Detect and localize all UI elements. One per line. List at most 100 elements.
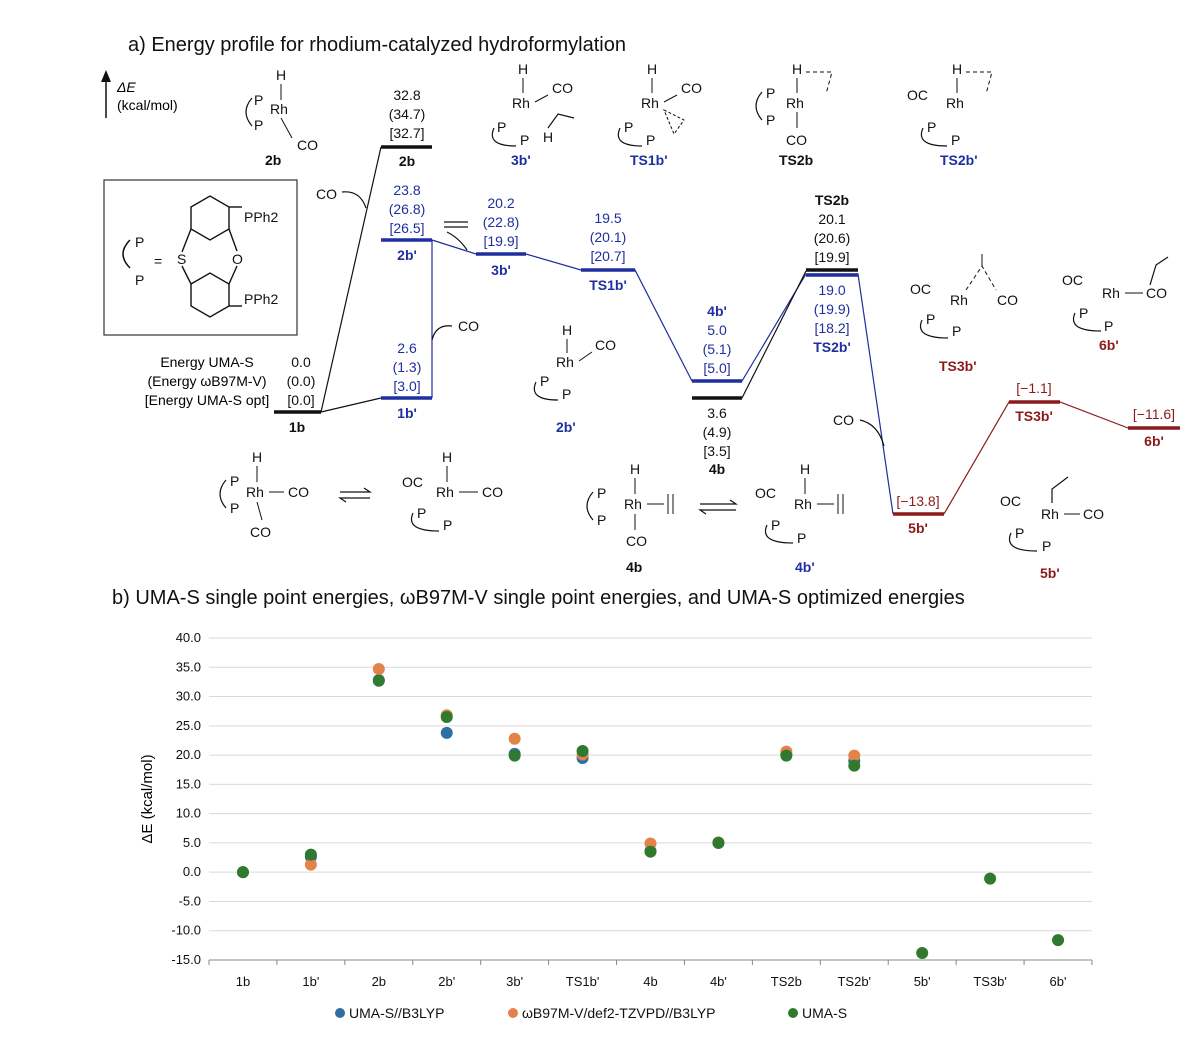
complex-6b-prime: OC Rh CO P P 6b' — [1062, 256, 1169, 353]
data-point-series-1 — [372, 663, 385, 676]
y-axis-label: ΔE (kcal/mol) — [139, 754, 156, 843]
svg-text:Rh: Rh — [246, 484, 264, 500]
level-name-1b: 1b — [289, 419, 305, 435]
y-tick-label: -5.0 — [179, 893, 201, 908]
data-point-series-1 — [508, 732, 521, 745]
legend-label: UMA-S//B3LYP — [349, 1005, 444, 1021]
svg-text:Rh: Rh — [641, 95, 659, 111]
svg-text:Rh: Rh — [794, 496, 812, 512]
svg-text:CO: CO — [1083, 506, 1104, 522]
svg-text:P: P — [597, 512, 606, 528]
svg-text:CO: CO — [250, 524, 271, 540]
svg-text:CO: CO — [1146, 285, 1167, 301]
svg-text:P: P — [230, 473, 239, 489]
svg-text:6b': 6b' — [1099, 337, 1119, 353]
level-name-ts1b-prime: TS1b' — [589, 277, 627, 293]
level-name-5b-prime: 5b' — [908, 520, 928, 536]
data-point-series-2 — [372, 674, 385, 687]
legend-marker — [335, 1008, 345, 1018]
x-tick-label: 2b — [372, 974, 386, 989]
svg-text:4b: 4b — [626, 559, 642, 575]
svg-text:CO: CO — [552, 80, 573, 96]
svg-text:H: H — [792, 61, 802, 77]
svg-text:CO: CO — [288, 484, 309, 500]
chart-legend: UMA-S//B3LYP ωB97M-V/def2-TZVPD//B3LYP UMA… — [335, 1005, 847, 1021]
co-loss-label: CO — [316, 186, 337, 202]
value-ts3bp-opt: [−1.1] — [1016, 380, 1051, 396]
x-tick-label: 4b' — [710, 974, 727, 989]
svg-text:P: P — [766, 85, 775, 101]
value-ts2b-wb97: (20.6) — [814, 230, 851, 246]
svg-text:P: P — [443, 517, 452, 533]
svg-text:Rh: Rh — [1102, 285, 1120, 301]
x-tick-label: 3b' — [506, 974, 523, 989]
axis-symbol: ΔE — [116, 79, 136, 95]
complex-2b-prime: H Rh CO P P 2b' — [533, 322, 616, 435]
co-annotations: CO CO CO — [316, 186, 885, 447]
svg-text:OC: OC — [910, 281, 931, 297]
level-ts2b-values: TS2b 20.1 (20.6) [19.9] — [814, 192, 851, 265]
value-4b-opt: [3.5] — [703, 443, 730, 459]
svg-text:P: P — [1104, 318, 1113, 334]
svg-text:P: P — [927, 119, 936, 135]
svg-text:P: P — [624, 119, 633, 135]
data-point-series-2 — [440, 711, 453, 724]
svg-text:H: H — [442, 449, 452, 465]
method-label-wb97: (Energy ωB97M-V) — [147, 373, 266, 389]
data-point-series-2 — [984, 872, 997, 885]
svg-text:H: H — [276, 67, 286, 83]
value-ts1bp-opt: [20.7] — [590, 248, 625, 264]
x-tick-label: TS2b — [771, 974, 802, 989]
y-tick-label: 40.0 — [176, 630, 201, 645]
svg-text:Rh: Rh — [1041, 506, 1059, 522]
ligand-p-bottom: P — [135, 272, 144, 288]
data-point-series-2 — [236, 866, 249, 879]
data-point-series-2 — [304, 848, 317, 861]
ligand-pph2-top: PPh2 — [244, 209, 278, 225]
svg-text:H: H — [952, 61, 962, 77]
data-point-series-2 — [576, 744, 589, 757]
value-1bp-wb97: (1.3) — [393, 359, 422, 375]
axis-unit: (kcal/mol) — [117, 97, 178, 113]
x-tick-label: 1b' — [302, 974, 319, 989]
svg-text:OC: OC — [1000, 493, 1021, 509]
data-point-series-2 — [916, 946, 929, 959]
y-tick-label: 15.0 — [176, 776, 201, 791]
svg-text:H: H — [252, 449, 262, 465]
svg-text:H: H — [630, 461, 640, 477]
scatter-chart: 40.0 35.0 30.0 25.0 20.0 15.0 10.0 5.0 0.0 -5.0 -1… — [139, 630, 1093, 989]
svg-text:Rh: Rh — [512, 95, 530, 111]
co-insertion-label: CO — [833, 412, 854, 428]
level-6b-prime-values: [−11.6] 6b' — [1133, 406, 1175, 449]
y-tick-label: 20.0 — [176, 747, 201, 762]
level-name-3b-prime: 3b' — [491, 262, 511, 278]
value-3bp-opt: [19.9] — [483, 233, 518, 249]
complex-ts2b-prime: H Rh OC P P TS2b' — [907, 61, 993, 168]
svg-text:OC: OC — [755, 485, 776, 501]
y-tick-label: 0.0 — [183, 864, 201, 879]
svg-text:P: P — [520, 132, 529, 148]
svg-text:5b': 5b' — [1040, 565, 1060, 581]
panel-b-title: b) UMA-S single point energies, ωB97M-V … — [112, 587, 965, 609]
svg-text:Rh: Rh — [786, 95, 804, 111]
svg-text:H: H — [647, 61, 657, 77]
ligand-s: S — [177, 251, 186, 267]
complex-ts3b-prime: OC Rh CO P P TS3b' — [910, 254, 1018, 374]
value-ts2bp-uma: 19.0 — [818, 282, 845, 298]
value-4b-uma: 3.6 — [707, 405, 727, 421]
svg-text:Rh: Rh — [556, 354, 574, 370]
legend-label: UMA-S — [802, 1005, 847, 1021]
svg-text:P: P — [926, 311, 935, 327]
level-name-ts2b-prime: TS2b' — [813, 339, 851, 355]
svg-text:P: P — [497, 119, 506, 135]
svg-text:Rh: Rh — [270, 101, 288, 117]
svg-text:H: H — [562, 322, 572, 338]
value-ts2b-opt: [19.9] — [814, 249, 849, 265]
value-2b-uma: 32.8 — [393, 87, 420, 103]
svg-text:H: H — [543, 129, 553, 145]
value-1b-wb97: (0.0) — [287, 373, 316, 389]
y-tick-label: -15.0 — [171, 952, 201, 967]
value-ts1bp-wb97: (20.1) — [590, 229, 627, 245]
level-name-2b: 2b — [399, 153, 415, 169]
